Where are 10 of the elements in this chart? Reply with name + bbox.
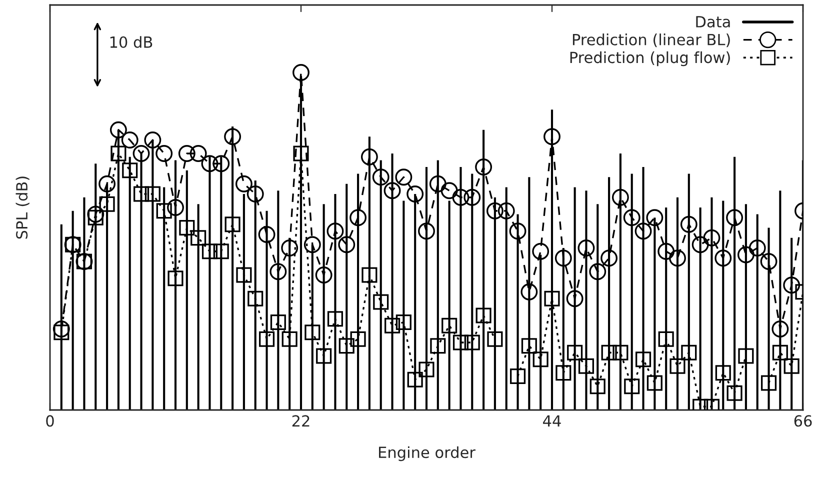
y-axis-title: SPL (dB) [16, 176, 30, 239]
x-tick-label: 44 [543, 415, 561, 426]
legend-label: Prediction (linear BL) [572, 34, 730, 48]
x-axis-title: Engine order [379, 446, 476, 462]
x-tick-label: 22 [292, 415, 310, 426]
text: 10 dB [110, 36, 152, 48]
legend-label: Prediction (plug flow) [570, 51, 730, 66]
x-tick-label: 66 [794, 415, 812, 427]
x-tick-label: 0 [46, 415, 54, 427]
legend-label: Data [696, 16, 730, 28]
